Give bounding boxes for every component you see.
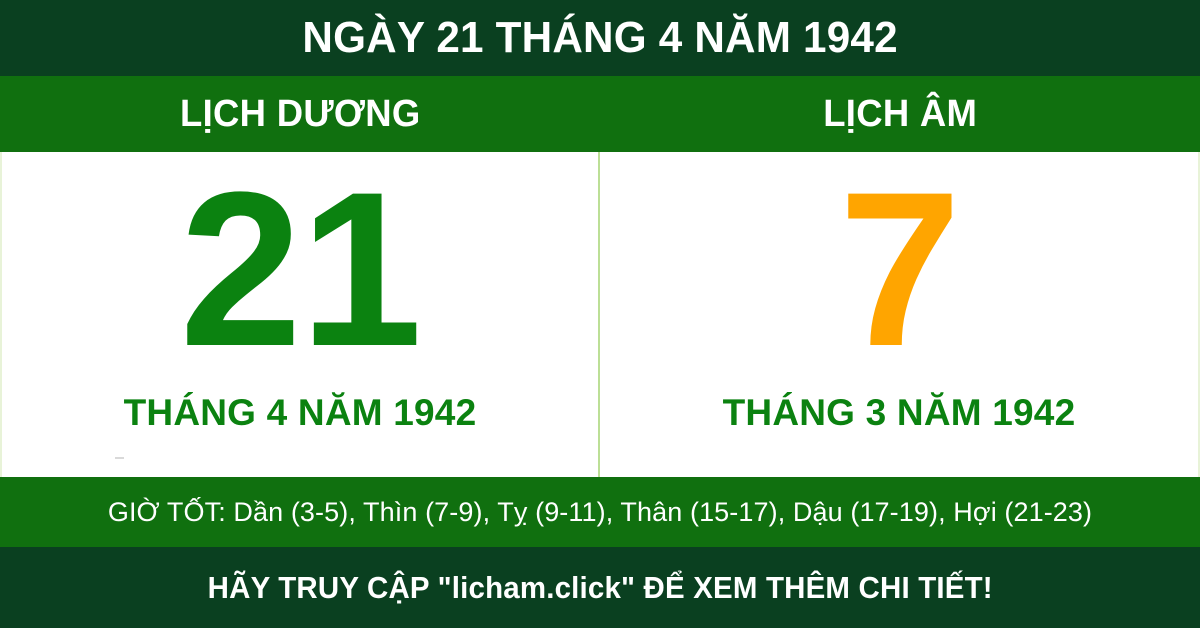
solar-column: 21 THÁNG 4 NĂM 1942 (2, 152, 600, 477)
calendar-panel: 21 THÁNG 4 NĂM 1942 7 THÁNG 3 NĂM 1942 (0, 152, 1200, 477)
page-title: NGÀY 21 THÁNG 4 NĂM 1942 (302, 13, 898, 62)
footer-cta-text: HÃY TRUY CẬP "licham.click" ĐỂ XEM THÊM … (207, 570, 993, 605)
solar-month-year: THÁNG 4 NĂM 1942 (123, 392, 477, 434)
lunar-column: 7 THÁNG 3 NĂM 1942 (600, 152, 1198, 477)
footer-cta-bar[interactable]: HÃY TRUY CẬP "licham.click" ĐỂ XEM THÊM … (0, 547, 1200, 628)
good-hours-text: GIỜ TỐT: Dần (3-5), Thìn (7-9), Tỵ (9-11… (107, 496, 1093, 527)
panel-artifact-mark (115, 457, 124, 459)
lunar-day-number: 7 (838, 146, 961, 392)
lunar-calendar-label: LỊCH ÂM (822, 93, 977, 135)
solar-day-number: 21 (179, 146, 423, 392)
lunar-month-year: THÁNG 3 NĂM 1942 (722, 392, 1076, 434)
calendar-type-label-bar: LỊCH DƯƠNG LỊCH ÂM (0, 76, 1200, 152)
lunar-label-cell: LỊCH ÂM (600, 76, 1200, 152)
solar-label-cell: LỊCH DƯƠNG (0, 76, 600, 152)
good-hours-bar: GIỜ TỐT: Dần (3-5), Thìn (7-9), Tỵ (9-11… (0, 477, 1200, 547)
solar-calendar-label: LỊCH DƯƠNG (179, 93, 421, 135)
header-bar: NGÀY 21 THÁNG 4 NĂM 1942 (0, 0, 1200, 76)
